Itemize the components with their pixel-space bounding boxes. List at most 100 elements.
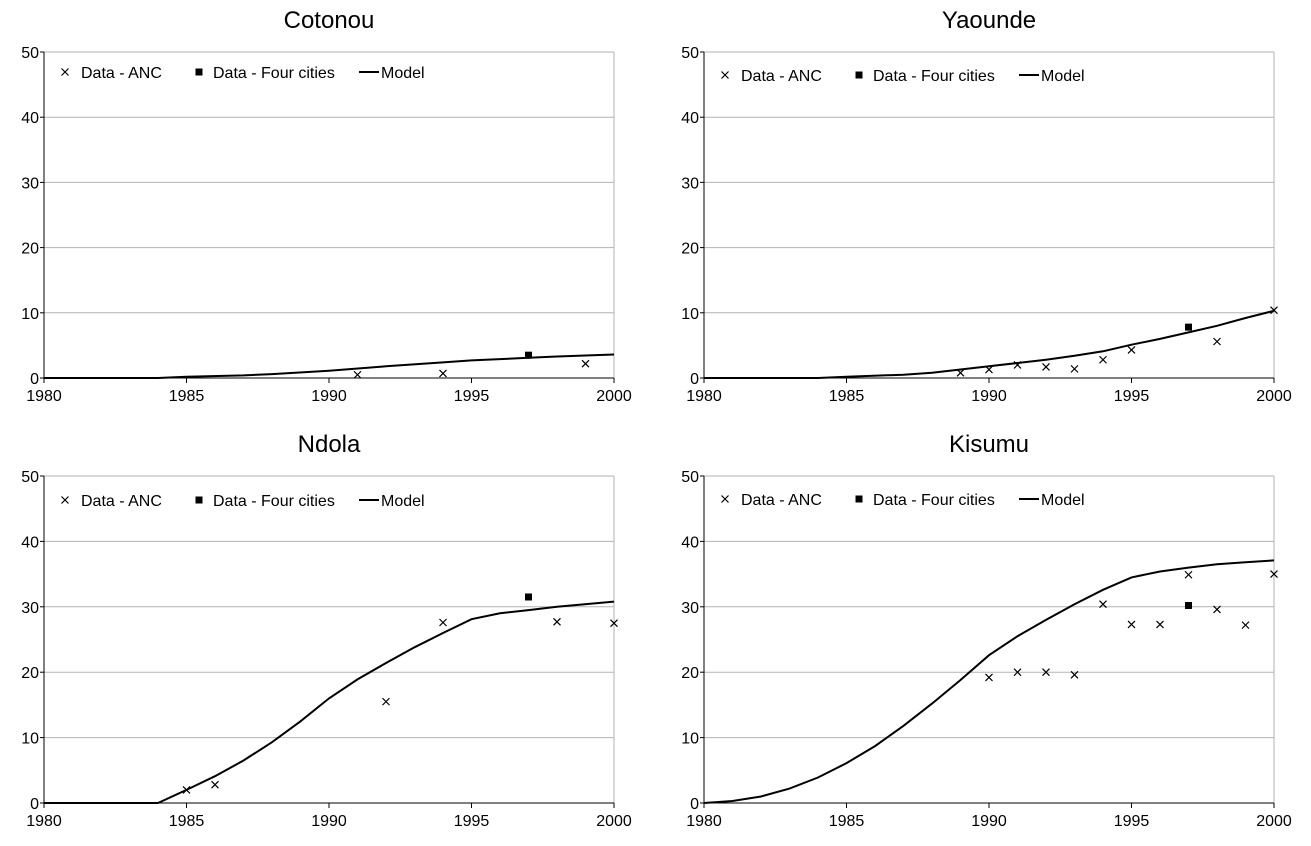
y-tick-label-ndola-10: 10 (21, 731, 39, 748)
anc-point-kisumu-1990 (985, 673, 993, 682)
x-tick-label-yaounde-1995: 1995 (1114, 388, 1150, 405)
anc-point-ndola-1985 (182, 785, 191, 794)
chart-title-kisumu: Kisumu (949, 431, 1029, 458)
anc-point-yaounde-1993 (1070, 364, 1079, 373)
x-tick-label-cotonou-1980: 1980 (26, 388, 62, 405)
model-line-kisumu (703, 559, 1275, 804)
y-tick-label-ndola-50: 50 (21, 469, 39, 486)
anc-point-ndola-2000 (610, 619, 618, 628)
x-tick-label-kisumu-1995: 1995 (1114, 813, 1150, 830)
x-tick-label-yaounde-1980: 1980 (686, 388, 722, 405)
anc-point-kisumu-1994 (1099, 600, 1107, 609)
legend-model-label-yaounde: Model (1041, 68, 1085, 85)
anc-point-kisumu-1996 (1156, 620, 1164, 629)
legend-kisumu: Data - ANC Data - Four cities Model (721, 492, 1085, 509)
legend-yaounde: Data - ANC Data - Four cities Model (721, 68, 1085, 85)
x-tick-label-kisumu-2000: 2000 (1256, 813, 1292, 830)
anc-point-cotonou-1999 (581, 359, 590, 368)
legend-four-cities-label-yaounde: Data - Four cities (873, 68, 995, 85)
x-tick-label-cotonou-1990: 1990 (311, 388, 347, 405)
anc-point-kisumu-2000 (1270, 570, 1278, 579)
x-tick-label-cotonou-1995: 1995 (454, 388, 490, 405)
x-tick-label-kisumu-1990: 1990 (971, 813, 1007, 830)
x-tick-label-yaounde-1990: 1990 (971, 388, 1007, 405)
y-tick-label-yaounde-30: 30 (681, 175, 699, 192)
legend-anc-marker-yaounde (721, 71, 729, 79)
x-tick-label-kisumu-1980: 1980 (686, 813, 722, 830)
model-line-yaounde (704, 309, 1275, 379)
legend-anc-label-kisumu: Data - ANC (741, 492, 822, 509)
y-tick-label-cotonou-40: 40 (21, 110, 39, 127)
model-line-ndola (44, 600, 615, 804)
y-tick-label-ndola-40: 40 (21, 534, 39, 551)
chart-ndola: Ndola 0 10 20 30 40 50 1980 1985 1990 1995 2000 Data… (21, 431, 632, 830)
anc-point-yaounde-1998 (1213, 337, 1221, 346)
anc-point-kisumu-1991 (1013, 668, 1022, 677)
y-tick-label-kisumu-10: 10 (681, 731, 699, 748)
chart-title-ndola: Ndola (298, 431, 361, 458)
legend-model-label-cotonou: Model (381, 65, 425, 82)
legend-four-cities-label-ndola: Data - Four cities (213, 493, 335, 510)
chart-kisumu: Kisumu 0 10 20 30 40 50 1980 1985 1990 1995 2000 Dat… (681, 431, 1292, 830)
legend-anc-label-cotonou: Data - ANC (81, 65, 162, 82)
y-tick-label-kisumu-40: 40 (681, 534, 699, 551)
anc-point-kisumu-1997 (1184, 570, 1193, 579)
y-tick-label-ndola-20: 20 (21, 665, 39, 682)
y-tick-label-yaounde-40: 40 (681, 110, 699, 127)
legend-four-cities-label-cotonou: Data - Four cities (213, 65, 335, 82)
y-tick-label-yaounde-20: 20 (681, 241, 699, 258)
y-tick-label-kisumu-20: 20 (681, 665, 699, 682)
y-tick-label-cotonou-10: 10 (21, 306, 39, 323)
legend-anc-marker-cotonou (61, 68, 69, 76)
legend-anc-label-yaounde: Data - ANC (741, 68, 822, 85)
legend-four-cities-marker-yaounde (855, 71, 863, 79)
x-tick-label-ndola-1995: 1995 (454, 813, 490, 830)
x-tick-label-kisumu-1985: 1985 (829, 813, 865, 830)
anc-point-cotonou-1991 (353, 370, 362, 379)
legend-four-cities-label-kisumu: Data - Four cities (873, 492, 995, 509)
anc-point-yaounde-1995 (1127, 346, 1136, 354)
anc-point-kisumu-1992 (1042, 668, 1050, 677)
anc-point-yaounde-1991 (1013, 361, 1022, 369)
four-cities-point-ndola-1997 (525, 593, 532, 601)
chart-title-yaounde: Yaounde (942, 7, 1036, 34)
anc-point-kisumu-1993 (1070, 670, 1079, 679)
x-tick-label-cotonou-2000: 2000 (596, 388, 632, 405)
x-tick-label-yaounde-1985: 1985 (829, 388, 865, 405)
x-tick-label-yaounde-2000: 2000 (1256, 388, 1292, 405)
y-tick-label-ndola-30: 30 (21, 600, 39, 617)
anc-point-cotonou-1994 (439, 369, 447, 378)
anc-point-ndola-1992 (382, 697, 390, 706)
four-cities-point-kisumu-1997 (1185, 601, 1192, 609)
legend-model-label-kisumu: Model (1041, 492, 1085, 509)
x-tick-label-ndola-2000: 2000 (596, 813, 632, 830)
anc-point-yaounde-1992 (1042, 362, 1050, 371)
y-tick-label-kisumu-50: 50 (681, 469, 699, 486)
anc-point-kisumu-1995 (1127, 620, 1136, 629)
legend-model-label-ndola: Model (381, 493, 425, 510)
legend-anc-marker-ndola (61, 496, 69, 504)
y-tick-label-kisumu-0: 0 (690, 796, 699, 813)
y-tick-label-yaounde-0: 0 (690, 371, 699, 388)
y-tick-label-cotonou-0: 0 (30, 371, 39, 388)
anc-point-yaounde-2000 (1270, 306, 1278, 315)
legend-four-cities-marker-kisumu (855, 495, 863, 503)
anc-point-kisumu-1999 (1241, 621, 1250, 630)
anc-point-yaounde-1994 (1099, 355, 1107, 364)
chart-cotonou: Cotonou 0 10 20 30 40 50 1980 1985 1990 1995 2000 Da… (21, 7, 632, 405)
anc-point-ndola-1994 (439, 618, 447, 627)
y-tick-label-yaounde-50: 50 (681, 45, 699, 62)
chart-yaounde: Yaounde 0 10 20 30 40 50 1980 1985 1990 1995 2000 Da… (681, 7, 1292, 405)
y-tick-label-yaounde-10: 10 (681, 306, 699, 323)
legend-ndola: Data - ANC Data - Four cities Model (61, 493, 425, 510)
x-tick-label-cotonou-1985: 1985 (169, 388, 205, 405)
y-tick-label-kisumu-30: 30 (681, 600, 699, 617)
four-cities-point-cotonou-1997 (525, 351, 532, 359)
y-tick-label-ndola-0: 0 (30, 796, 39, 813)
legend-anc-label-ndola: Data - ANC (81, 493, 162, 510)
anc-point-ndola-1986 (211, 780, 219, 789)
four-cities-point-yaounde-1997 (1185, 323, 1192, 331)
y-tick-label-cotonou-20: 20 (21, 241, 39, 258)
